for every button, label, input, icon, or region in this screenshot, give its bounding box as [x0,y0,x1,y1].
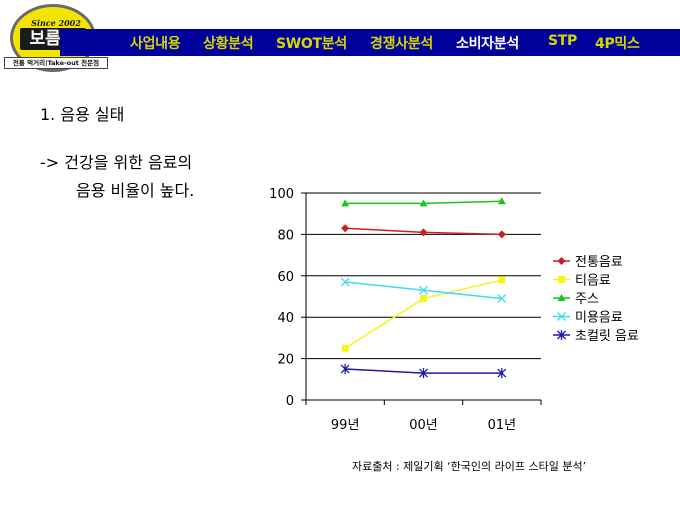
legend-label: 티음료 [575,274,611,289]
y-tick-label: 80 [277,228,294,243]
key-point-line-2: 음용 비율이 높다. [76,181,195,200]
top-navigation-bar: 사업내용 상황분석 SWOT분석 경쟁사분석 소비자분석 STP 4P믹스 [60,29,680,56]
y-tick-label: 100 [269,187,294,202]
nav-item-situation[interactable]: 상황분석 [203,36,254,52]
legend-label: 주스 [575,292,599,307]
nav-item-competitor[interactable]: 경쟁사분석 [370,36,433,52]
legend-marker [558,276,565,283]
y-tick-label: 20 [277,353,294,368]
data-point [419,285,428,295]
nav-item-consumer[interactable]: 소비자분석 [456,36,519,52]
data-point [419,228,428,237]
source-citation: 자료출처 : 제일기획 ‘한국인의 라이프 스타일 분석’ [352,460,587,473]
y-tick-label: 0 [286,394,294,409]
data-point [497,368,507,379]
data-point [497,230,506,239]
data-point [340,277,350,287]
key-point-line-1: -> 건강을 위한 음료의 [40,153,193,172]
legend-marker [557,312,566,321]
nav-item-business[interactable]: 사업내용 [130,36,181,52]
nav-item-stp[interactable]: STP [548,33,577,49]
data-point [419,368,428,379]
data-point [419,199,428,207]
x-tick-label: 00년 [409,418,438,433]
data-point [341,199,350,207]
legend-marker [557,257,566,265]
data-point [420,295,427,303]
data-point [498,276,506,284]
data-point [341,224,350,233]
logo-tagline: 전통 먹거리|Take-out 전문점 [4,57,108,69]
y-tick-label: 40 [277,311,294,326]
section-heading: 1. 음용 실태 [40,105,125,124]
nav-item-swot[interactable]: SWOT분석 [276,36,347,52]
data-point [497,197,506,205]
y-tick-label: 60 [277,270,294,285]
data-point [341,344,349,352]
nav-item-4p-mix[interactable]: 4P믹스 [595,36,640,52]
legend-marker [557,330,566,340]
legend-marker [557,294,566,301]
logo-since-text: Since 2002 [31,18,81,28]
data-point [340,363,350,374]
legend-label: 초컬릿 음료 [575,329,639,344]
data-point [497,294,507,304]
x-tick-label: 99년 [331,418,360,433]
x-tick-label: 01년 [488,418,517,433]
legend-label: 전통음료 [575,255,623,270]
legend-label: 미용음료 [575,311,623,326]
